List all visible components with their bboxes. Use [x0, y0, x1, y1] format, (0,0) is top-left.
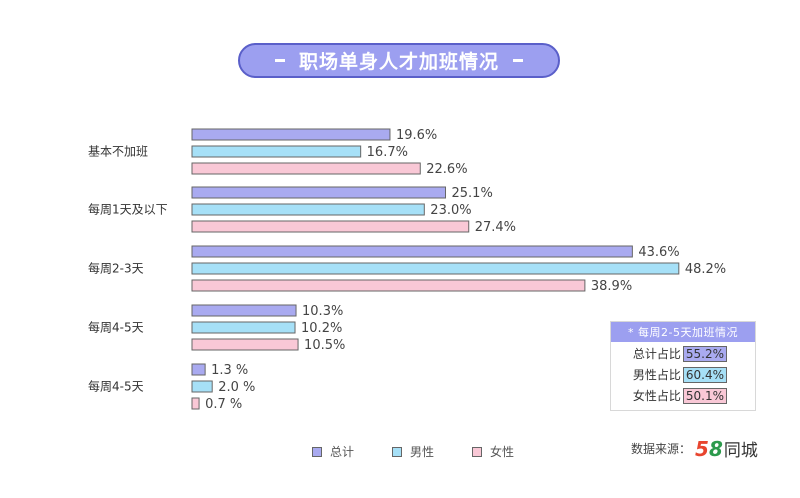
legend-swatch-total: [312, 446, 322, 457]
category-label: 每周4-5天: [88, 320, 144, 335]
bar-total: [191, 363, 206, 376]
bar-male: [191, 262, 680, 275]
bar-total: [191, 128, 391, 141]
bar-female: [191, 338, 299, 351]
summary-row-total: 总计占比 55.2%: [611, 344, 755, 363]
value-label-male: 23.0%: [430, 203, 471, 218]
bar-male: [191, 145, 362, 158]
bar-female: [191, 279, 586, 292]
chart-title-text: 职场单身人才加班情况: [298, 51, 499, 73]
legend: 总计 男性 女性: [312, 443, 514, 460]
value-label-female: 10.5%: [304, 338, 345, 353]
bar-male: [191, 380, 213, 393]
legend-label-female: 女性: [490, 445, 515, 459]
logo-text: 同城: [723, 441, 758, 461]
bar-male: [191, 321, 296, 334]
legend-item-total: 总计: [312, 443, 354, 460]
legend-label-male: 男性: [410, 445, 435, 459]
bar-total: [191, 304, 297, 317]
logo-digit-8: 8: [708, 436, 723, 461]
value-label-total: 43.6%: [638, 245, 679, 260]
summary-value-male: 60.4%: [682, 366, 727, 383]
category-label: 每周4-5天: [88, 379, 144, 394]
title-dash-right: [513, 59, 523, 62]
bar-female: [191, 220, 470, 233]
category-label: 每周2-3天: [88, 261, 144, 276]
summary-row-female: 女性占比 50.1%: [611, 386, 755, 405]
bar-male: [191, 203, 425, 216]
data-source: 数据来源： 5 8 同城: [631, 436, 758, 462]
summary-box-header: * 每周2-5天加班情况: [611, 322, 755, 342]
value-label-female: 38.9%: [591, 279, 632, 294]
58-logo: 5 8 同城: [695, 436, 758, 462]
value-label-female: 22.6%: [426, 162, 467, 177]
value-label-total: 10.3%: [302, 304, 343, 319]
title-dash-left: [274, 59, 285, 62]
bar-total: [191, 245, 633, 258]
value-label-male: 2.0 %: [218, 380, 255, 395]
bar-female: [191, 162, 421, 175]
logo-digit-5: 5: [695, 436, 709, 461]
value-label-total: 19.6%: [396, 128, 437, 143]
summary-value-total: 55.2%: [682, 345, 727, 362]
summary-label-total: 总计占比: [632, 347, 681, 361]
legend-item-male: 男性: [392, 443, 434, 460]
summary-row-male: 男性占比 60.4%: [611, 365, 755, 384]
value-label-male: 10.2%: [301, 321, 342, 336]
value-label-total: 1.3 %: [211, 363, 248, 378]
value-label-female: 27.4%: [475, 220, 516, 235]
chart-title: 职场单身人才加班情况: [238, 43, 560, 78]
bar-female: [191, 397, 200, 410]
legend-label-total: 总计: [330, 445, 355, 459]
legend-swatch-male: [392, 446, 403, 457]
category-label: 基本不加班: [88, 145, 148, 159]
legend-swatch-female: [472, 446, 483, 457]
source-label: 数据来源：: [631, 442, 692, 456]
legend-item-female: 女性: [472, 443, 514, 460]
value-label-female: 0.7 %: [205, 397, 242, 412]
value-label-male: 16.7%: [367, 145, 408, 160]
summary-label-male: 男性占比: [632, 368, 681, 382]
value-label-total: 25.1%: [452, 186, 493, 201]
category-label: 每周1天及以下: [88, 202, 168, 217]
summary-value-female: 50.1%: [682, 387, 727, 404]
summary-label-female: 女性占比: [632, 389, 681, 403]
value-label-male: 48.2%: [685, 262, 726, 277]
bar-total: [191, 186, 447, 199]
summary-box: * 每周2-5天加班情况 总计占比 55.2% 男性占比 60.4% 女性占比 …: [610, 321, 756, 411]
